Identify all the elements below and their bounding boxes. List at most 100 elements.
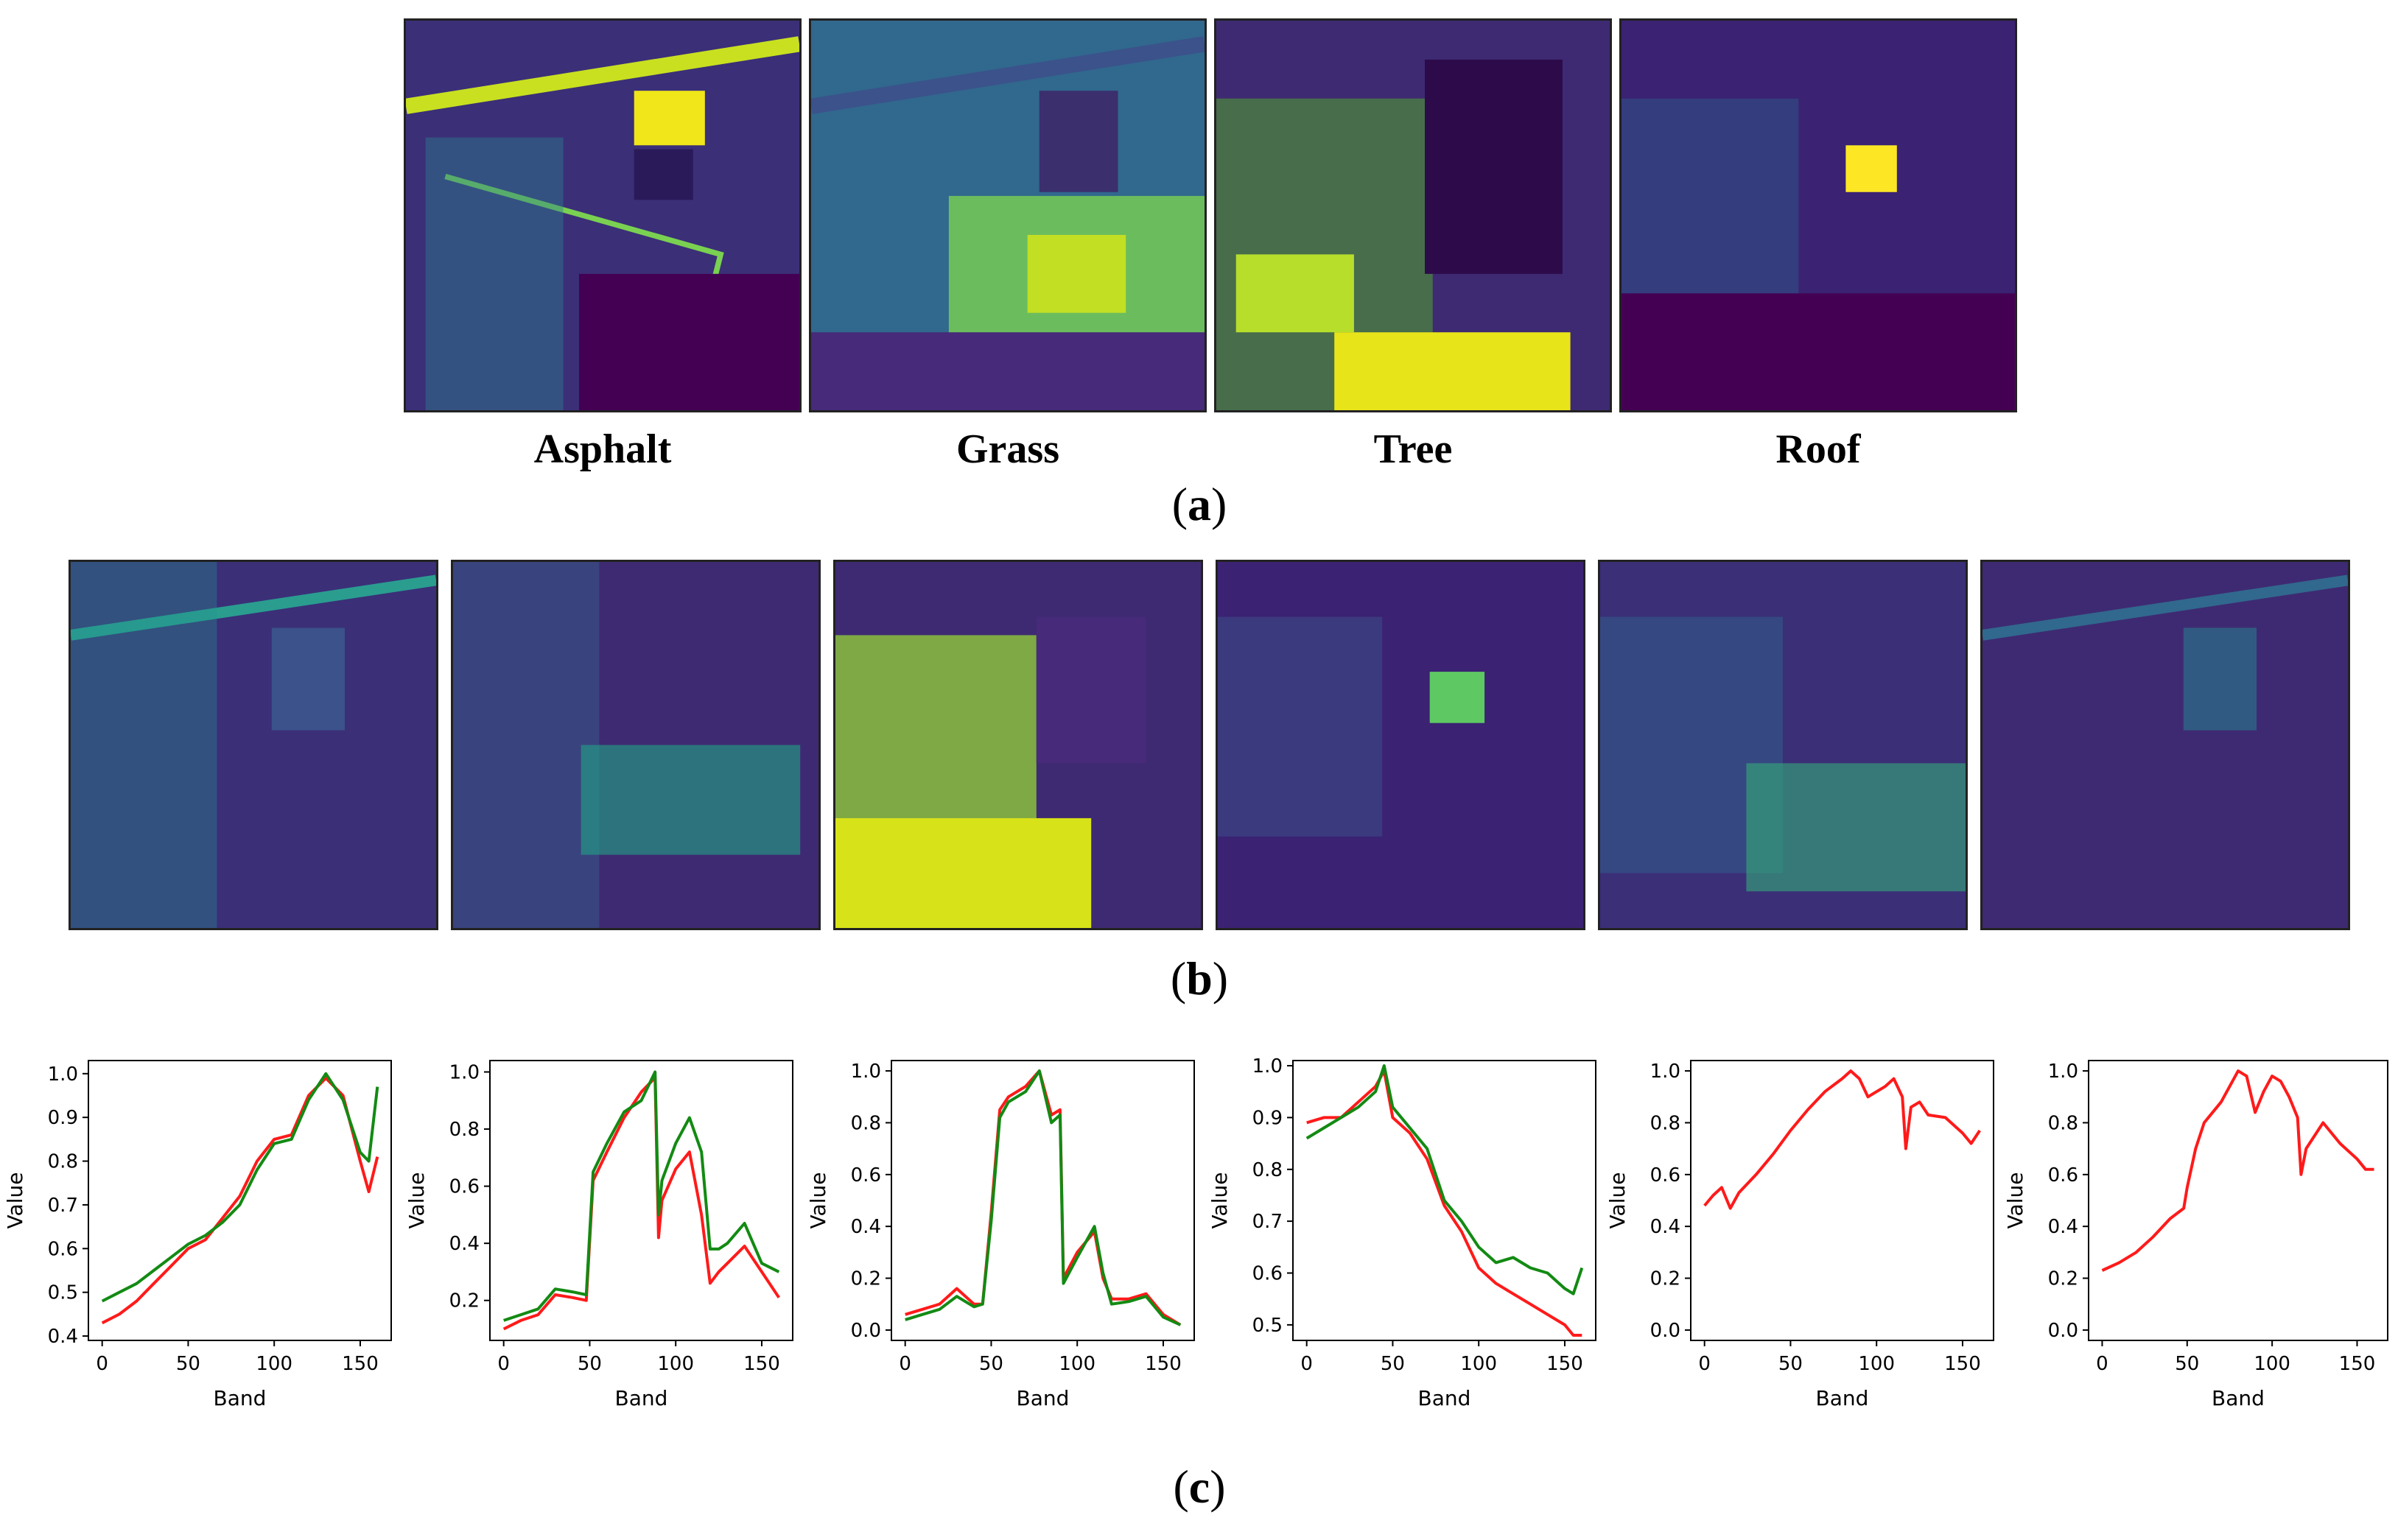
x-tick-label: 50	[578, 1353, 602, 1375]
x-tick-label: 50	[2175, 1353, 2199, 1375]
label-tree: Tree	[1373, 426, 1453, 472]
y-tick-label: 0.2	[2048, 1268, 2078, 1290]
y-tick-label: 0.6	[1650, 1164, 1680, 1186]
x-tick-label: 100	[1059, 1353, 1095, 1375]
feature-map-4	[1216, 560, 1585, 930]
abundance-map-grass	[809, 18, 1207, 412]
plot-frame	[1690, 1060, 1994, 1341]
y-tick-label: 1.0	[1252, 1055, 1283, 1077]
x-tick-label: 100	[1460, 1353, 1497, 1375]
series-line-red	[1306, 1069, 1582, 1337]
x-tick-label: 50	[979, 1353, 1003, 1375]
x-tick-label: 0	[1300, 1353, 1313, 1375]
feature-map-2	[451, 560, 821, 930]
x-axis-label: Band	[1816, 1386, 1869, 1410]
y-tick-label: 0.4	[48, 1326, 78, 1348]
panel-tag-b: (b)	[1170, 952, 1229, 1005]
x-tick-label: 0	[2096, 1353, 2108, 1375]
series-line-green	[101, 1072, 379, 1303]
x-tick-label: 100	[2254, 1353, 2290, 1375]
series-line-green	[905, 1069, 1182, 1326]
abundance-map-roof	[1619, 18, 2017, 412]
abundance-map-asphalt	[404, 18, 802, 412]
y-axis-label: Value	[806, 1172, 830, 1229]
x-tick-label: 150	[342, 1353, 379, 1375]
y-tick-label: 0.4	[851, 1216, 881, 1238]
x-tick-label: 100	[1858, 1353, 1895, 1375]
x-tick-label: 50	[176, 1353, 200, 1375]
x-tick-label: 150	[1546, 1353, 1583, 1375]
series-line-green	[503, 1070, 780, 1322]
x-tick-label: 0	[497, 1353, 510, 1375]
spectral-chart-5: 0 50 100 150 0.0 0.2 0.4 0.6 0.8 1.0 Band Value	[1602, 1027, 2004, 1455]
series-line-red	[1703, 1069, 1981, 1210]
y-tick-label: 0.6	[851, 1164, 881, 1186]
y-tick-label: 0.0	[2048, 1320, 2078, 1342]
plot-frame	[489, 1060, 793, 1341]
y-tick-label: 1.0	[2048, 1061, 2078, 1083]
spectral-chart-3: 0 50 100 150 0.0 0.2 0.4 0.6 0.8 1.0 Band Value	[803, 1027, 1205, 1455]
spectral-chart-1: 0 50 100 150 0.4 0.5 0.6 0.7 0.8 0.9 1.0 Band Value	[0, 1027, 402, 1455]
y-tick-label: 0.6	[449, 1176, 480, 1198]
label-grass: Grass	[956, 426, 1059, 472]
spectral-chart-6: 0 50 100 150 0.0 0.2 0.4 0.6 0.8 1.0 Band Value	[2000, 1027, 2398, 1455]
y-tick-label: 0.9	[1252, 1107, 1283, 1129]
y-tick-label: 0.5	[48, 1282, 78, 1304]
y-tick-label: 0.8	[2048, 1112, 2078, 1134]
y-tick-label: 0.7	[48, 1195, 78, 1217]
x-axis-label: Band	[1418, 1386, 1471, 1410]
x-axis-label: Band	[1017, 1386, 1070, 1410]
y-tick-label: 0.4	[449, 1233, 480, 1255]
y-tick-label: 0.2	[1650, 1268, 1680, 1290]
y-tick-label: 0.8	[449, 1119, 480, 1141]
chart-svg: 0 50 100 150 0.2 0.4 0.6 0.8 1.0 Band Value	[404, 1060, 793, 1410]
x-axis-label: Band	[214, 1386, 267, 1410]
x-tick-label: 150	[1944, 1353, 1981, 1375]
y-tick-label: 0.6	[2048, 1164, 2078, 1186]
y-axis-label: Value	[1207, 1172, 1232, 1229]
plot-frame	[88, 1060, 392, 1341]
y-tick-label: 0.2	[449, 1290, 480, 1312]
x-tick-label: 150	[743, 1353, 780, 1375]
y-tick-label: 1.0	[1650, 1061, 1680, 1083]
series-line-red	[2101, 1069, 2374, 1272]
chart-svg: 0 50 100 150 0.0 0.2 0.4 0.6 0.8 1.0 Band Value	[806, 1060, 1195, 1410]
x-tick-label: 150	[1145, 1353, 1182, 1375]
x-tick-label: 50	[1381, 1353, 1405, 1375]
y-tick-label: 0.6	[1252, 1263, 1283, 1285]
y-axis-label: Value	[3, 1172, 27, 1229]
plot-frame	[2088, 1060, 2388, 1341]
y-tick-label: 0.0	[1650, 1320, 1680, 1342]
y-tick-label: 0.6	[48, 1238, 78, 1260]
feature-map-1	[69, 560, 438, 930]
chart-svg: 0 50 100 150 0.5 0.6 0.7 0.8 0.9 1.0 Band Value	[1207, 1055, 1596, 1410]
y-tick-label: 1.0	[48, 1063, 78, 1086]
y-tick-label: 0.2	[851, 1268, 881, 1290]
y-tick-label: 0.4	[1650, 1216, 1680, 1238]
y-tick-label: 0.8	[1650, 1112, 1680, 1134]
x-tick-label: 0	[899, 1353, 911, 1375]
x-tick-label: 0	[1698, 1353, 1711, 1375]
y-tick-label: 0.8	[851, 1112, 881, 1134]
chart-svg: 0 50 100 150 0.0 0.2 0.4 0.6 0.8 1.0 Band Value	[2003, 1060, 2388, 1410]
spectral-chart-2: 0 50 100 150 0.2 0.4 0.6 0.8 1.0 Band Value	[402, 1027, 803, 1455]
y-tick-label: 1.0	[449, 1062, 480, 1084]
series-line-green	[1305, 1064, 1584, 1295]
y-tick-label: 0.5	[1252, 1315, 1283, 1337]
x-tick-label: 100	[256, 1353, 292, 1375]
y-tick-label: 0.0	[851, 1320, 881, 1342]
x-tick-label: 150	[2339, 1353, 2376, 1375]
feature-map-5	[1598, 560, 1968, 930]
y-tick-label: 1.0	[851, 1061, 881, 1083]
y-tick-label: 0.9	[48, 1107, 78, 1129]
y-axis-label: Value	[404, 1172, 429, 1229]
y-tick-label: 0.7	[1252, 1211, 1283, 1233]
x-tick-label: 0	[96, 1353, 108, 1375]
y-tick-label: 0.4	[2048, 1216, 2078, 1238]
panel-tag-a: (a)	[1171, 478, 1227, 530]
chart-svg: 0 50 100 150 0.4 0.5 0.6 0.7 0.8 0.9 1.0 Band Value	[3, 1060, 392, 1410]
panel-tag-c: (c)	[1173, 1460, 1226, 1513]
x-axis-label: Band	[2212, 1386, 2265, 1410]
abundance-map-tree	[1214, 18, 1612, 412]
chart-svg: 0 50 100 150 0.0 0.2 0.4 0.6 0.8 1.0 Band Value	[1605, 1060, 1994, 1410]
